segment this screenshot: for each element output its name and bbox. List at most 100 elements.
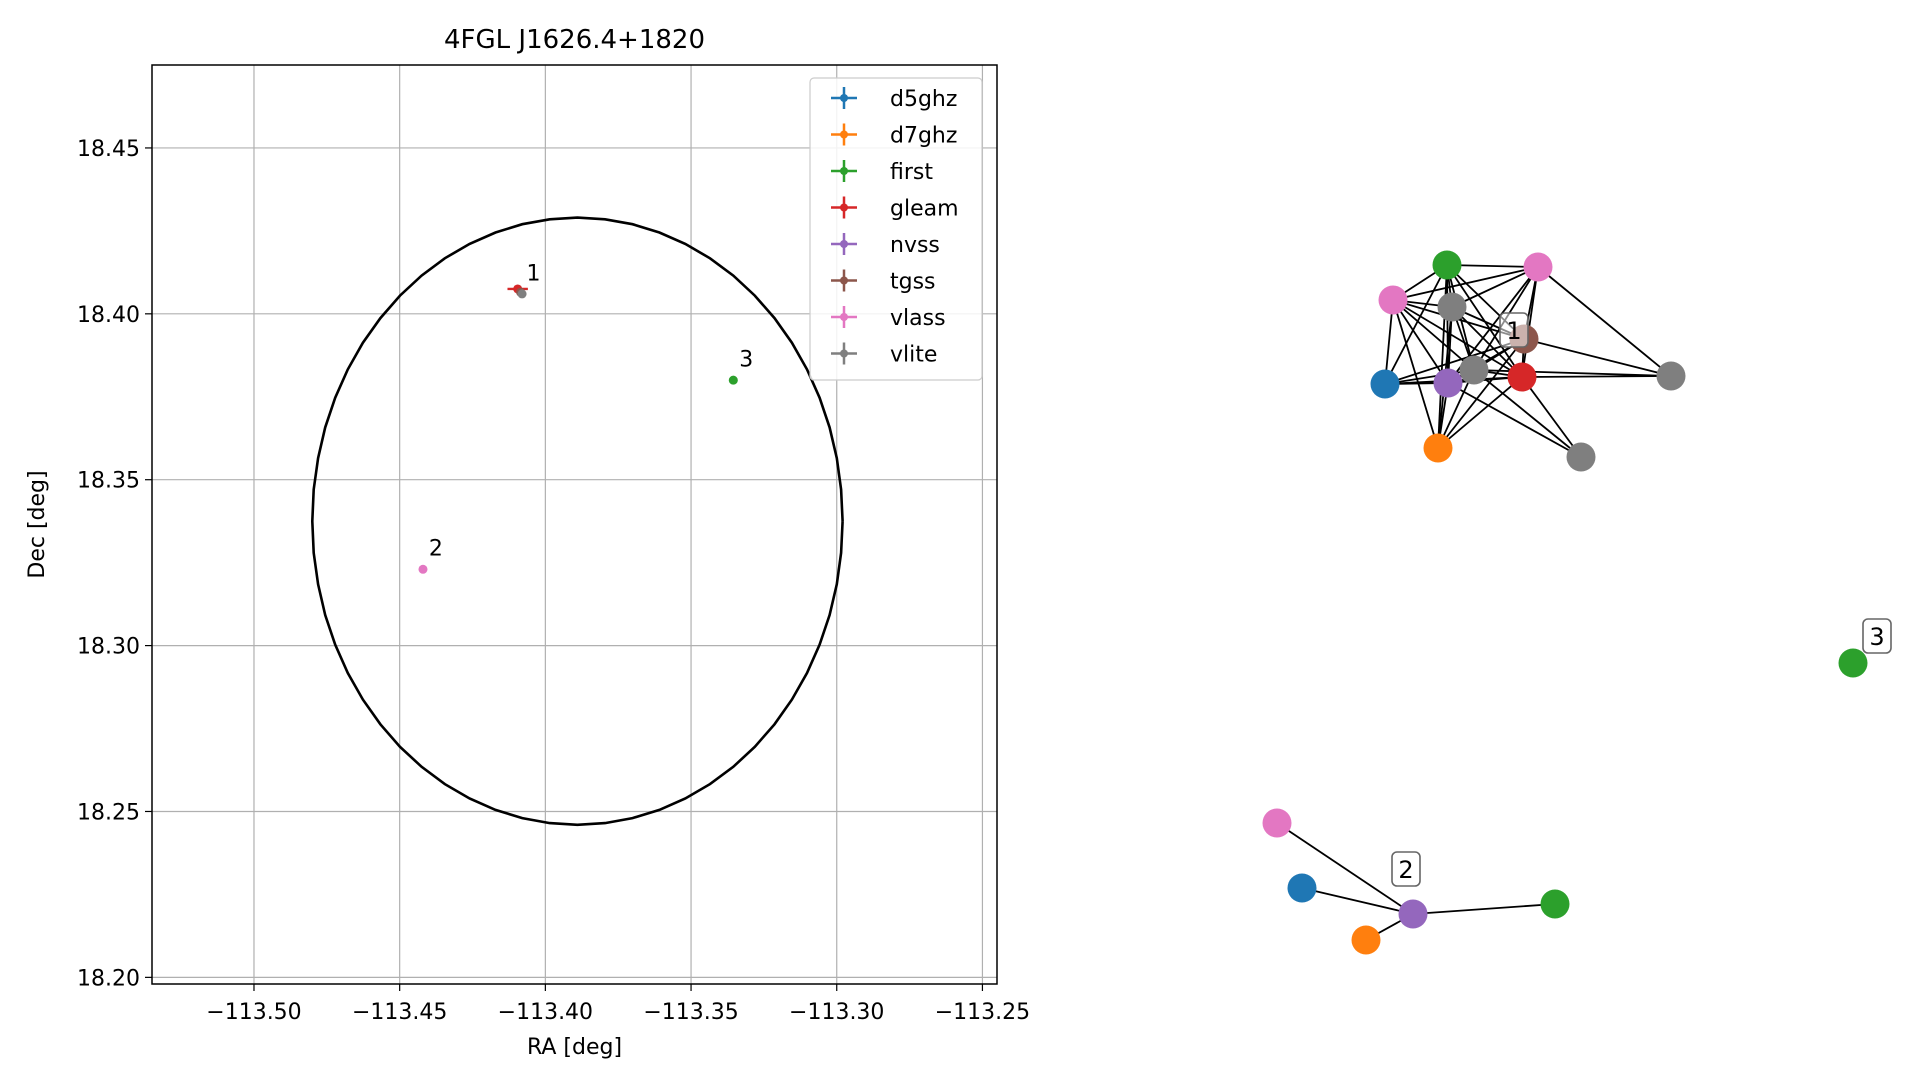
- legend-marker-dot: [840, 130, 848, 139]
- legend-marker-dot: [840, 313, 848, 321]
- x-tick-label: −113.25: [935, 1000, 1030, 1025]
- legend-entry-nvss: nvss: [831, 233, 940, 258]
- network-node-c2-d5ghz: [1287, 873, 1317, 903]
- y-tick-label: 18.20: [77, 966, 140, 991]
- annotations-layer: 1 3 2: [429, 261, 753, 561]
- network-label-text: 3: [1869, 623, 1884, 651]
- network-edge: [1437, 338, 1525, 449]
- legend-label: tgss: [890, 270, 936, 295]
- network-edge: [1392, 266, 1539, 301]
- legend-label: d5ghz: [890, 87, 957, 112]
- legend-marker-dot: [840, 94, 848, 102]
- y-axis-ticks: 18.20 18.25 18.30 18.35 18.40 18.45: [77, 137, 152, 991]
- network-edge: [1473, 369, 1672, 377]
- network-node-c1-d7ghz: [1423, 433, 1453, 463]
- network-node-c2-d7ghz: [1351, 925, 1381, 955]
- network-edge: [1521, 376, 1582, 458]
- network-edge: [1384, 264, 1448, 385]
- x-tick-label: −113.45: [352, 1000, 447, 1025]
- network-node-c1-vlite-d: [1566, 442, 1596, 472]
- legend-entry-d5ghz: d5ghz: [831, 87, 957, 112]
- network-edge: [1473, 369, 1582, 458]
- network-labels: 1 2 3: [1391, 312, 1892, 887]
- error-ellipse: [310, 216, 844, 827]
- x-axis-ticks: −113.50 −113.45 −113.40 −113.35 −113.30 −113.…: [206, 984, 1030, 1025]
- plot-frame: [151, 64, 998, 985]
- legend-label: nvss: [890, 233, 940, 258]
- legend-entry-first: first: [831, 160, 933, 185]
- network-node-c1-vlass-b: [1378, 285, 1408, 315]
- network-edge: [1523, 338, 1672, 377]
- x-axis-label: RA [deg]: [527, 1035, 622, 1060]
- network-label-box: [1862, 618, 1892, 654]
- network-node-c1-gleam: [1507, 362, 1537, 392]
- legend-entry-gleam: gleam: [831, 196, 959, 222]
- legend-label: vlite: [890, 343, 937, 368]
- y-tick-label: 18.25: [77, 800, 140, 825]
- network-edge: [1392, 299, 1523, 378]
- network-edge: [1447, 382, 1582, 458]
- legend-label: d7ghz: [890, 124, 957, 149]
- x-tick-label: −113.50: [206, 1000, 301, 1025]
- network-node-c3-first: [1838, 648, 1868, 678]
- y-tick-label: 18.45: [77, 137, 140, 162]
- network-edge: [1392, 299, 1475, 371]
- annotation-label: 3: [739, 348, 753, 373]
- network-edge: [1451, 266, 1539, 308]
- network-node-c1-vlite-b: [1459, 355, 1489, 385]
- network-node-c2-vlass: [1262, 808, 1292, 838]
- network-node-c1-nvss: [1433, 368, 1463, 398]
- source-points-layer: [418, 284, 738, 574]
- network-label-text: 1: [1506, 317, 1521, 345]
- y-tick-label: 18.40: [77, 303, 140, 328]
- network-edge: [1446, 264, 1449, 384]
- network-edge: [1384, 338, 1525, 385]
- network-label-3: 3: [1862, 618, 1892, 654]
- network-edge: [1392, 299, 1449, 384]
- scatter-panel: 132 −113.50 −113.45 −113.40 −113.35 −113.30−…: [25, 25, 1030, 1060]
- network-nodes: [1262, 250, 1868, 955]
- network-edge: [1276, 822, 1414, 915]
- legend-marker-dot: [840, 167, 848, 175]
- annotation-label: 1: [527, 261, 541, 286]
- y-axis-label: Dec [deg]: [25, 470, 50, 578]
- x-tick-label: −113.35: [643, 1000, 738, 1025]
- legend-box: [809, 77, 983, 381]
- chart-title: 4FGL J1626.4+1820: [444, 25, 705, 55]
- y-tick-label: 18.30: [77, 635, 140, 660]
- point-vlite: [517, 289, 527, 299]
- x-tick-label: −113.30: [789, 1000, 884, 1025]
- network-edge: [1521, 266, 1539, 378]
- network-edge: [1437, 376, 1523, 449]
- network-label-box: [1499, 312, 1529, 348]
- network-panel: 1 2 3: [1262, 250, 1892, 955]
- legend-label: first: [890, 160, 933, 185]
- legend-entry-d7ghz: d7ghz: [831, 123, 957, 149]
- legend-entry-vlite: vlite: [831, 342, 937, 368]
- network-edge: [1446, 264, 1539, 268]
- network-label-1: 1: [1499, 312, 1529, 348]
- network-label-box: [1391, 851, 1421, 887]
- network-node-c1-d5ghz: [1370, 369, 1400, 399]
- x-tick-label: −113.40: [498, 1000, 593, 1025]
- point-vlass: [418, 564, 428, 574]
- network-node-c2-first: [1540, 889, 1570, 919]
- network-edge: [1412, 903, 1556, 915]
- legend-entry-vlass: vlass: [831, 306, 946, 331]
- network-edge: [1537, 266, 1672, 377]
- network-edge: [1384, 369, 1475, 385]
- legend-entry-tgss: tgss: [831, 269, 936, 295]
- legend-marker-dot: [840, 203, 848, 212]
- network-edge: [1301, 887, 1414, 915]
- network-node-c2-nvss: [1398, 899, 1428, 929]
- network-label-text: 2: [1398, 856, 1413, 884]
- network-label-2: 2: [1391, 851, 1421, 887]
- legend-label: vlass: [890, 306, 946, 331]
- legend-label: gleam: [890, 197, 959, 222]
- network-node-c1-vlite-a: [1437, 292, 1467, 322]
- legend: d5ghz d7ghz first gleam nvss tgss vlass vlite: [809, 77, 983, 381]
- error-ellipse-layer: [310, 216, 844, 827]
- legend-marker-dot: [840, 240, 848, 248]
- network-node-c1-vlite-c: [1656, 361, 1686, 391]
